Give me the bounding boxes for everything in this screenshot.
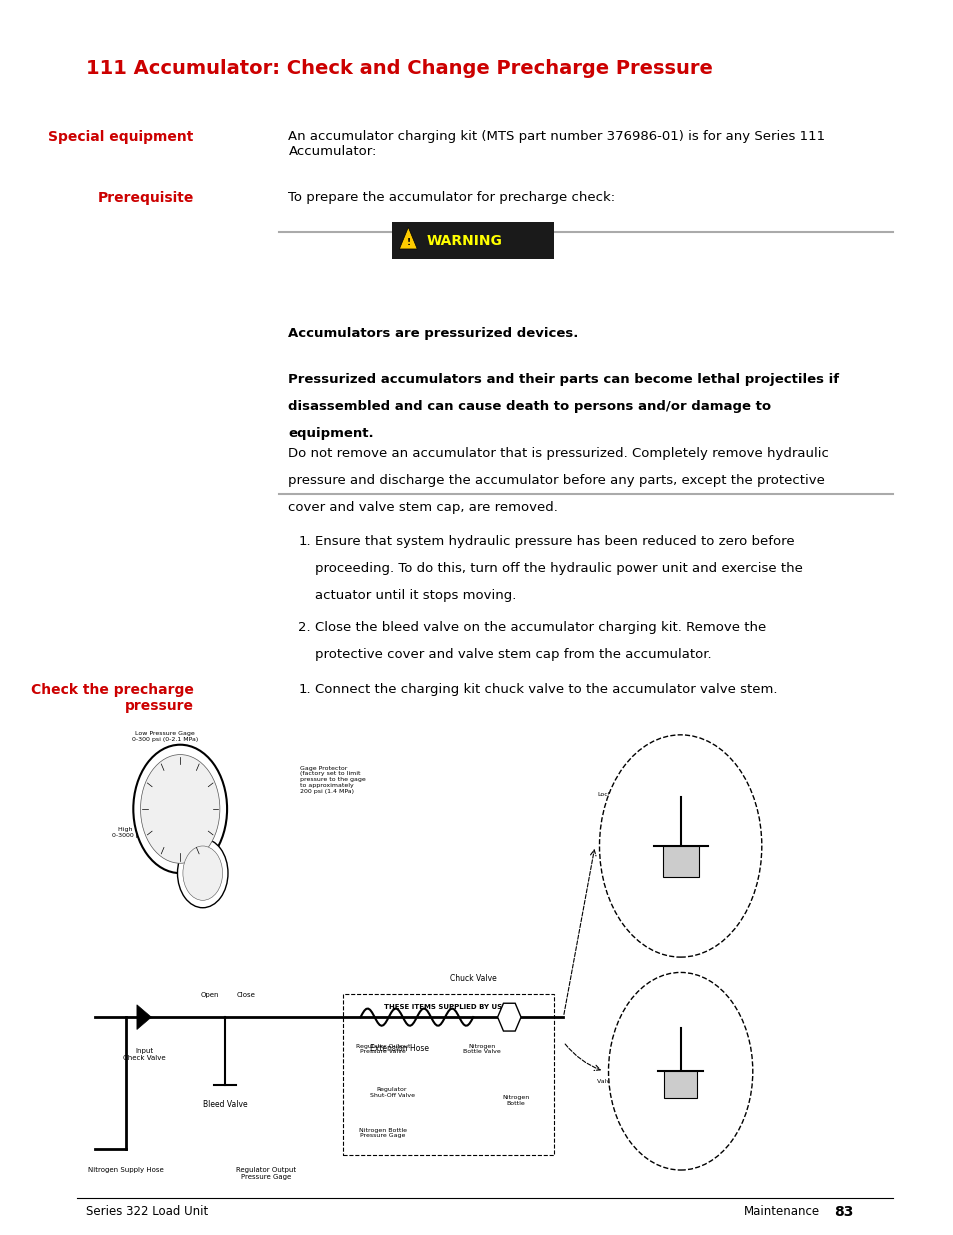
Circle shape [598, 735, 761, 957]
Text: Nitrogen
Bottle Valve: Nitrogen Bottle Valve [463, 1044, 500, 1055]
Text: Valve Stem: Valve Stem [709, 792, 744, 797]
Text: 111 Accumulator: Check and Change Precharge Pressure: 111 Accumulator: Check and Change Precha… [86, 59, 712, 78]
Text: To prepare the accumulator for precharge check:: To prepare the accumulator for precharge… [288, 191, 615, 205]
Text: Valve Stem: Valve Stem [705, 1078, 740, 1083]
Text: Locknut: Locknut [597, 792, 621, 797]
Text: 2.: 2. [298, 621, 311, 635]
Text: Bleed Valve: Bleed Valve [203, 1100, 248, 1109]
Text: Connect the charging kit chuck valve to the accumulator valve stem.: Connect the charging kit chuck valve to … [315, 683, 777, 697]
Text: OR: OR [671, 986, 689, 995]
Text: !: ! [406, 237, 410, 247]
Text: Close the bleed valve on the accumulator charging kit. Remove the: Close the bleed valve on the accumulator… [315, 621, 766, 635]
Text: 1.: 1. [298, 535, 311, 548]
Text: Poppet Type
Accumulator Valve
To Open and Close
Use Locknut: Poppet Type Accumulator Valve To Open an… [651, 905, 709, 927]
FancyBboxPatch shape [342, 994, 554, 1155]
Polygon shape [137, 1005, 152, 1030]
Text: actuator until it stops moving.: actuator until it stops moving. [315, 589, 517, 603]
Text: Close: Close [609, 831, 626, 836]
Text: Regulator
Shut-Off Valve: Regulator Shut-Off Valve [369, 1087, 415, 1098]
Circle shape [177, 839, 228, 908]
Text: Chuck Valve: Chuck Valve [450, 973, 497, 983]
Text: Special equipment: Special equipment [49, 130, 193, 143]
Text: THESE ITEMS SUPPLIED BY USER: THESE ITEMS SUPPLIED BY USER [384, 1004, 512, 1010]
Text: Series 322 Load Unit: Series 322 Load Unit [86, 1205, 208, 1219]
FancyBboxPatch shape [392, 222, 554, 259]
Text: protective cover and valve stem cap from the accumulator.: protective cover and valve stem cap from… [315, 648, 711, 662]
Text: proceeding. To do this, turn off the hydraulic power unit and exercise the: proceeding. To do this, turn off the hyd… [315, 562, 802, 576]
Text: Do not remove an accumulator that is pressurized. Completely remove hydraulic: Do not remove an accumulator that is pre… [288, 447, 828, 461]
Polygon shape [399, 227, 416, 249]
Text: An accumulator charging kit (MTS part number 376986-01) is for any Series 111
Ac: An accumulator charging kit (MTS part nu… [288, 130, 824, 158]
Text: Close: Close [705, 1058, 722, 1063]
Text: Accumulators are pressurized devices.: Accumulators are pressurized devices. [288, 327, 578, 341]
Text: Check the precharge
pressure: Check the precharge pressure [30, 683, 193, 713]
Text: WARNING: WARNING [426, 233, 501, 248]
Text: Nitrogen Bottle
Pressure Gage: Nitrogen Bottle Pressure Gage [358, 1128, 407, 1139]
Text: Close: Close [236, 993, 255, 998]
Text: Input
Check Valve: Input Check Valve [123, 1049, 165, 1061]
Text: Core Type
Accumulator Valve
To Open and Close
Use Chuck Valve: Core Type Accumulator Valve To Open and … [651, 1124, 709, 1147]
FancyBboxPatch shape [662, 846, 698, 877]
Text: disassembled and can cause death to persons and/or damage to: disassembled and can cause death to pers… [288, 400, 771, 414]
Text: Prerequisite: Prerequisite [97, 191, 193, 205]
Text: Open: Open [709, 831, 725, 836]
Text: Valve Cont: Valve Cont [597, 1078, 630, 1083]
Text: 1.: 1. [298, 683, 311, 697]
Text: Open: Open [614, 1058, 630, 1063]
Text: cover and valve stem cap, are removed.: cover and valve stem cap, are removed. [288, 501, 558, 515]
Polygon shape [497, 1003, 520, 1031]
Text: Open: Open [200, 993, 219, 998]
Text: Regulator Output
Pressure Valve: Regulator Output Pressure Valve [355, 1044, 410, 1055]
Text: equipment.: equipment. [288, 427, 374, 441]
Text: Pressurized accumulators and their parts can become lethal projectiles if: Pressurized accumulators and their parts… [288, 373, 839, 387]
Circle shape [183, 846, 222, 900]
Text: Low Pressure Gage
0-300 psi (0-2.1 MPa): Low Pressure Gage 0-300 psi (0-2.1 MPa) [132, 731, 198, 742]
Circle shape [140, 755, 219, 863]
Text: Maintenance: Maintenance [743, 1205, 819, 1219]
Text: Ensure that system hydraulic pressure has been reduced to zero before: Ensure that system hydraulic pressure ha… [315, 535, 794, 548]
Text: 83: 83 [833, 1205, 852, 1219]
Text: Nitrogen
Bottle: Nitrogen Bottle [501, 1095, 529, 1107]
Text: Nitrogen Supply Hose: Nitrogen Supply Hose [88, 1167, 164, 1173]
Text: High Pressure Gage
0-3000 psi (0-21 MPa): High Pressure Gage 0-3000 psi (0-21 MPa) [112, 827, 180, 839]
Text: Gage Protector
(factory set to limit
pressure to the gage
to approximately
200 p: Gage Protector (factory set to limit pre… [300, 766, 366, 794]
Circle shape [133, 745, 227, 873]
Text: Regulator Output
Pressure Gage: Regulator Output Pressure Gage [235, 1167, 295, 1181]
Circle shape [608, 972, 752, 1170]
FancyBboxPatch shape [663, 1071, 696, 1098]
Text: Extension Hose: Extension Hose [370, 1045, 428, 1053]
Text: pressure and discharge the accumulator before any parts, except the protective: pressure and discharge the accumulator b… [288, 474, 824, 488]
